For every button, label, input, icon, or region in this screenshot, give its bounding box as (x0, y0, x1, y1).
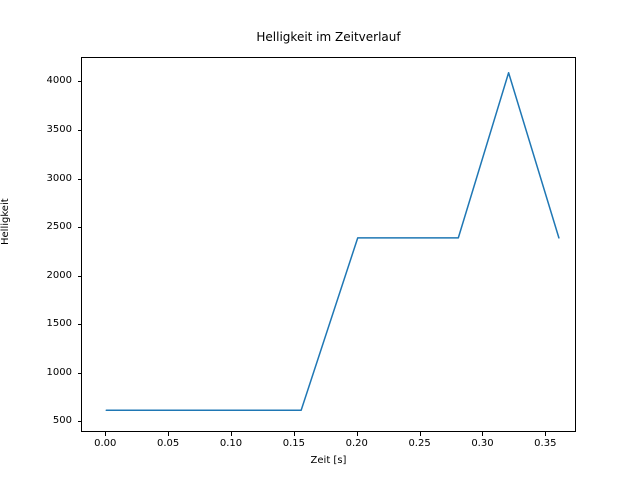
x-tick-label: 0.20 (345, 438, 368, 449)
y-tick-mark (77, 81, 81, 83)
y-axis-label: Helligkeit (0, 197, 11, 245)
y-tick-mark (77, 227, 81, 229)
x-tick-label: 0.00 (94, 438, 117, 449)
y-tick-label: 3000 (46, 172, 72, 184)
y-tick-label: 1500 (46, 318, 72, 330)
y-tick-label: 2000 (46, 269, 72, 281)
data-line-svg (105, 72, 560, 412)
y-tick-label: 3500 (46, 124, 72, 136)
x-tick-mark (482, 432, 484, 436)
y-tick-label: 1000 (46, 366, 72, 378)
y-tick-mark (77, 130, 81, 132)
y-tick-label: 2500 (46, 221, 72, 233)
series-helligkeit-line (105, 72, 560, 412)
y-tick-mark (77, 275, 81, 277)
x-tick-mark (545, 432, 547, 436)
chart-title: Helligkeit im Zeitverlauf (256, 30, 401, 44)
x-tick-mark (419, 432, 421, 436)
x-tick-label: 0.10 (219, 438, 243, 449)
y-tick-label: 4000 (46, 75, 72, 87)
y-tick-mark (77, 421, 81, 423)
x-tick-label: 0.05 (156, 438, 180, 449)
y-tick-mark (77, 324, 81, 326)
x-tick-label: 0.15 (282, 438, 305, 449)
x-tick-mark (105, 432, 107, 436)
x-tick-mark (168, 432, 170, 436)
y-tick-mark (77, 178, 81, 180)
plot-area (81, 57, 576, 432)
y-tick-mark (77, 372, 81, 374)
x-tick-mark (356, 432, 358, 436)
x-tick-mark (231, 432, 232, 436)
x-tick-label: 0.25 (408, 438, 431, 449)
x-axis-label: Zeit [s] (310, 455, 347, 466)
x-tick-label: 0.30 (471, 438, 494, 449)
x-tick-label: 0.35 (534, 438, 557, 449)
x-tick-mark (293, 432, 295, 436)
y-tick-label: 500 (52, 415, 72, 427)
